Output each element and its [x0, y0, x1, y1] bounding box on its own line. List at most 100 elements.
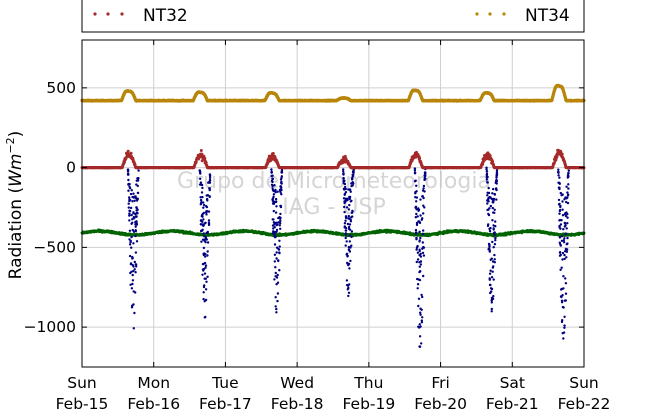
navy-series-point — [560, 219, 563, 222]
navy-series-point — [134, 251, 138, 254]
navy-series-point — [134, 229, 137, 232]
navy-series-point — [564, 282, 568, 285]
navy-series-point — [278, 224, 281, 227]
navy-series-point — [343, 205, 346, 209]
navy-series-point — [346, 284, 350, 287]
navy-series-point — [418, 239, 421, 242]
navy-series-point — [271, 180, 274, 184]
navy-series-point — [563, 257, 566, 261]
navy-series-point — [130, 246, 133, 249]
navy-series-point — [564, 196, 567, 199]
navy-series-point — [280, 193, 283, 196]
navy-series-point — [418, 220, 421, 224]
navy-series-point — [558, 251, 562, 254]
navy-series-point — [276, 273, 279, 277]
navy-series-point — [271, 174, 274, 177]
navy-series-point — [418, 345, 422, 348]
navy-series-point — [560, 266, 563, 269]
legend-marker-nt34 — [475, 12, 479, 16]
navy-series-point — [202, 246, 206, 250]
navy-series-point — [420, 293, 423, 297]
navy-series-point — [566, 222, 569, 225]
navy-series-point — [485, 178, 488, 181]
navy-series-point — [347, 188, 350, 191]
navy-series-point — [423, 206, 426, 209]
navy-series-point — [276, 299, 279, 303]
navy-series-point — [128, 212, 131, 215]
navy-series-point — [342, 173, 345, 176]
navy-series-point — [198, 183, 202, 186]
navy-series-point — [278, 245, 281, 248]
navy-series-point — [133, 311, 136, 315]
navy-series-point — [351, 170, 355, 174]
navy-series-point — [198, 169, 201, 172]
navy-series-point — [130, 235, 133, 239]
navy-series-point — [348, 234, 351, 237]
navy-series-point — [271, 177, 274, 180]
watermark: Grupo de Micrometeorologia IAG - USP — [177, 169, 491, 220]
navy-series-point — [342, 197, 346, 200]
navy-series-point — [204, 264, 208, 267]
navy-series-point — [493, 253, 496, 257]
navy-series-point — [486, 175, 489, 179]
navy-series-point — [130, 287, 134, 290]
navy-series-point — [132, 269, 135, 273]
navy-series-point — [206, 250, 209, 253]
navy-series-point — [200, 214, 203, 218]
navy-series-point — [491, 270, 494, 273]
navy-series-point — [418, 335, 422, 338]
navy-series-point — [493, 258, 496, 261]
navy-series-point — [207, 219, 211, 222]
navy-series-point — [350, 211, 354, 214]
navy-series-point — [490, 310, 493, 313]
navy-series-point — [492, 201, 495, 204]
navy-series-point — [419, 325, 422, 328]
navy-series-point — [487, 191, 491, 195]
navy-series-point — [135, 240, 139, 243]
navy-series-point — [202, 232, 205, 235]
navy-series-point — [490, 276, 494, 279]
navy-series-point — [561, 251, 565, 255]
series-layer — [80, 83, 586, 348]
navy-series-point — [131, 257, 134, 260]
navy-series-point — [347, 225, 351, 229]
navy-series-point — [418, 249, 421, 253]
navy-series-point — [419, 214, 422, 217]
navy-series-point — [278, 269, 281, 272]
navy-series-point — [201, 212, 204, 216]
navy-series-point — [566, 216, 569, 219]
navy-series-point — [562, 241, 566, 244]
navy-series-point — [275, 276, 279, 279]
navy-series-point — [423, 171, 427, 174]
navy-series-point — [567, 193, 570, 196]
legend-label-nt34: NT34 — [525, 6, 570, 26]
navy-series-point — [130, 189, 133, 192]
watermark-line-2: IAG - USP — [282, 195, 385, 220]
navy-series-point — [346, 199, 349, 202]
navy-series-point — [127, 189, 130, 192]
navy-series-point — [493, 208, 496, 211]
navy-series-point — [277, 216, 280, 220]
navy-series-point — [270, 170, 273, 173]
navy-series-point — [208, 178, 212, 182]
legend-entry-nt34: NT34 — [475, 6, 570, 26]
navy-series-point — [135, 209, 138, 212]
navy-series-point — [132, 327, 135, 330]
navy-series-point — [202, 291, 205, 294]
navy-series-point — [558, 176, 561, 179]
navy-series-point — [416, 287, 419, 290]
navy-series-point — [492, 278, 495, 281]
navy-series-point — [206, 231, 209, 234]
navy-series-point — [275, 205, 278, 208]
navy-series-point — [414, 192, 417, 195]
navy-series-point — [208, 188, 211, 192]
navy-series-point — [203, 235, 206, 238]
navy-series-point — [346, 288, 349, 291]
navy-series-point — [485, 172, 489, 176]
navy-series-point — [563, 225, 566, 228]
navy-series-point — [273, 226, 276, 229]
navy-series-point — [131, 195, 134, 199]
navy-series-point — [277, 259, 280, 263]
navy-series-point — [416, 283, 420, 286]
navy-series-point — [491, 219, 494, 222]
